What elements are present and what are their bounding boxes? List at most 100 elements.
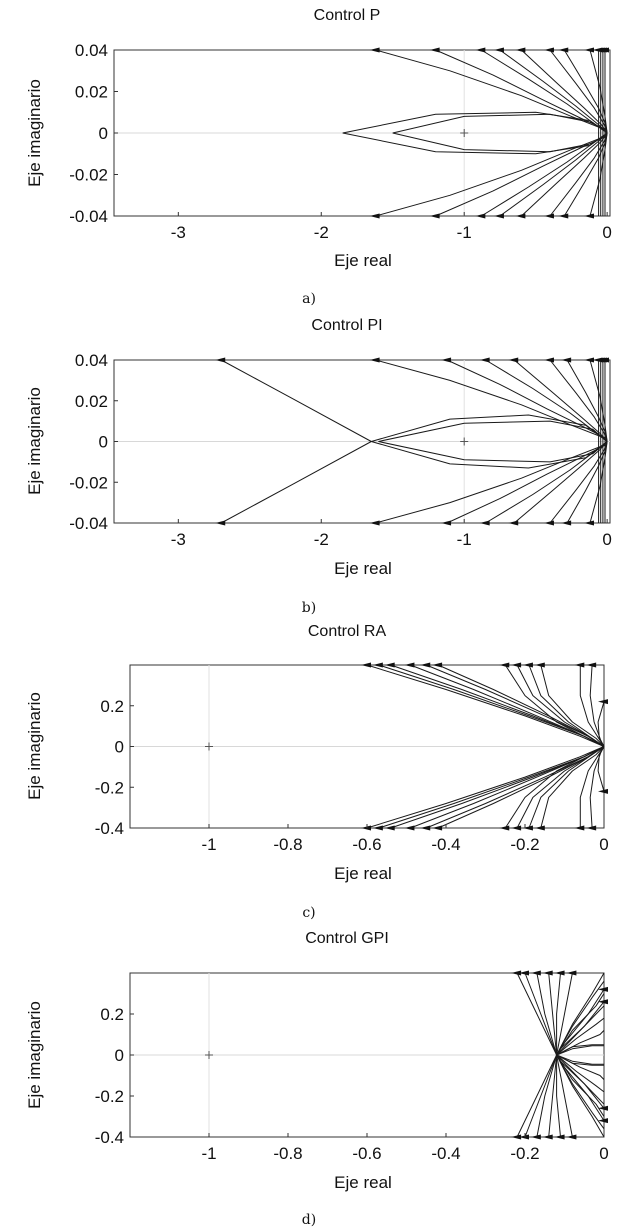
y-tick-label: -0.04 (69, 207, 108, 226)
trajectory-line (524, 972, 605, 1130)
trajectory-line (378, 441, 608, 463)
chart-title: Control P (314, 7, 381, 24)
trajectory-line (513, 441, 608, 524)
trajectory-arrow-marker (598, 699, 608, 705)
trajectory-arrow-marker (429, 47, 440, 53)
trajectory-arrow-marker (404, 662, 415, 668)
x-tick-label: -0.6 (352, 835, 381, 854)
x-axis-label: Eje real (334, 251, 392, 270)
trajectory-arrow-marker (574, 662, 585, 668)
trajectory-line (528, 664, 605, 747)
x-tick-label: -1 (457, 530, 472, 549)
trajectory-line (366, 664, 605, 747)
trajectory-arrow-marker (534, 825, 545, 831)
trajectory-arrow-marker (519, 1134, 529, 1140)
chart-title: Control PI (311, 317, 382, 334)
reference-point-marker (205, 1051, 213, 1059)
trajectory-arrow-marker (530, 970, 541, 976)
x-tick-label: 0 (602, 530, 611, 549)
chart-title: Control RA (308, 623, 387, 640)
y-tick-label: -0.2 (95, 1087, 124, 1106)
plot-layer (130, 662, 608, 831)
trajectory-arrow-marker (384, 662, 395, 668)
x-tick-label: -0.6 (352, 1144, 381, 1163)
reference-point-marker (460, 437, 469, 446)
trajectory-arrow-marker (372, 825, 383, 831)
trajectory-arrow-marker (475, 213, 486, 219)
trajectory-arrow-marker (543, 213, 554, 219)
trajectory-arrow-marker (404, 825, 415, 831)
x-tick-label: -0.4 (431, 1144, 460, 1163)
trajectory-arrow-marker (432, 825, 443, 831)
panel-control-pi: Control PI -3 -2 -1 0 -0.04 -0.02 0 0.02 0.04 Ej… (25, 317, 612, 616)
y-tick-label: -0.04 (69, 514, 108, 533)
panel-control-gpi: Control GPI -1 -0.8 -0.6 -0.4 -0.2 0 -0.4 -0.2 0… (25, 930, 609, 1228)
x-tick-label: -1 (201, 835, 216, 854)
trajectory-line (540, 746, 605, 829)
y-tick-label: 0 (99, 124, 108, 143)
x-tick-label: -2 (314, 223, 329, 242)
x-tick-label: -1 (201, 1144, 216, 1163)
reference-point-marker (460, 129, 469, 137)
trajectory-line (504, 746, 605, 829)
panel-caption: a) (302, 291, 316, 307)
trajectory-arrow-marker (561, 357, 572, 363)
trajectory-arrow-marker (432, 662, 443, 668)
y-tick-label: 0 (99, 433, 108, 452)
trajectory-line (548, 1005, 605, 1138)
trajectory-line (516, 972, 605, 1138)
trajectory-arrow-marker (522, 662, 533, 668)
x-axis-label: Eje real (334, 1173, 392, 1192)
trajectory-arrow-marker (493, 213, 504, 219)
trajectory-arrow-marker (586, 662, 597, 668)
trajectory-arrow-marker (561, 520, 572, 526)
trajectory-arrow-marker (598, 788, 608, 794)
trajectory-line (499, 49, 608, 134)
x-tick-label: -1 (457, 223, 472, 242)
trajectory-arrow-marker (493, 47, 504, 53)
trajectory-arrow-marker (554, 970, 565, 976)
trajectory-arrow-marker (511, 825, 522, 831)
tick-layer: -1 -0.8 -0.6 -0.4 -0.2 0 -0.4 -0.2 0 0.2 (95, 1005, 609, 1163)
trajectory-arrow-marker (441, 520, 452, 526)
y-tick-label: 0.04 (75, 351, 108, 370)
x-tick-label: 0 (599, 1144, 608, 1163)
y-axis-label: Eje imaginario (25, 692, 44, 800)
trajectory-arrow-marker (519, 970, 529, 976)
trajectory-line (556, 1001, 605, 1056)
trajectory-line (378, 420, 608, 442)
trajectory-arrow-marker (522, 825, 533, 831)
trajectory-arrow-marker (515, 213, 526, 219)
panel-caption: d) (302, 1212, 316, 1228)
trajectory-arrow-marker (420, 825, 431, 831)
trajectory-arrow-marker (598, 47, 609, 53)
trajectory-arrow-marker (598, 1105, 608, 1111)
tick-layer: -3 -2 -1 0 -0.04 -0.02 0 0.02 0.04 (69, 41, 612, 242)
trajectory-arrow-marker (566, 970, 577, 976)
trajectory-arrow-marker (583, 357, 594, 363)
trajectory-arrow-marker (543, 47, 554, 53)
trajectory-line (392, 113, 608, 134)
tick-layer: -3 -2 -1 0 -0.04 -0.02 0 0.02 0.04 (69, 351, 612, 549)
trajectory-arrow-marker (515, 47, 526, 53)
trajectory-line (524, 980, 605, 1138)
trajectory-arrow-marker (558, 213, 569, 219)
x-axis-label: Eje real (334, 864, 392, 883)
trajectory-arrow-marker (543, 357, 554, 363)
trajectory-arrow-marker (508, 520, 519, 526)
trajectory-line (504, 664, 605, 747)
trajectory-arrow-marker (543, 520, 554, 526)
trajectory-arrow-marker (499, 825, 510, 831)
panel-control-p: Control P -3 -2 -1 0 -0.04 -0.02 0 0.02 0.04 Eje… (25, 7, 612, 307)
x-tick-label: -3 (171, 530, 186, 549)
trajectory-arrow-marker (361, 662, 371, 668)
reference-point-marker (205, 742, 213, 751)
trajectory-line (556, 1054, 605, 1109)
trajectory-arrow-marker (554, 1134, 565, 1140)
trajectory-arrow-marker (420, 662, 431, 668)
y-tick-label: 0.2 (100, 1005, 124, 1024)
y-tick-label: -0.02 (69, 166, 108, 185)
trajectory-arrow-marker (598, 357, 609, 363)
trajectory-arrow-marker (215, 357, 226, 363)
trajectory-arrow-marker (215, 520, 226, 526)
